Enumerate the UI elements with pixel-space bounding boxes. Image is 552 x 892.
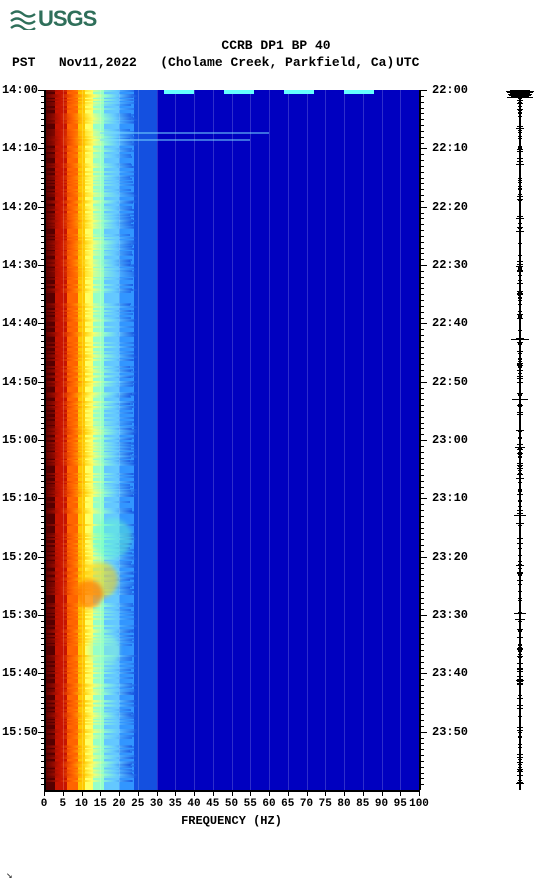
x-tick-label: 85 <box>356 798 369 810</box>
y-right-tick-label: 23:50 <box>432 725 468 739</box>
tz-right-label: UTC <box>396 55 419 70</box>
x-tick-label: 30 <box>150 798 163 810</box>
x-tick-label: 75 <box>319 798 332 810</box>
y-right-tick-label: 22:50 <box>432 375 468 389</box>
x-tick-label: 100 <box>409 798 429 810</box>
y-left-tick-label: 15:10 <box>2 491 38 505</box>
x-tick-label: 0 <box>41 798 48 810</box>
spectrogram-plot <box>44 90 419 790</box>
y-left-tick-label: 15:40 <box>2 666 38 680</box>
y-right-tick-label: 22:20 <box>432 200 468 214</box>
x-tick-label: 45 <box>206 798 219 810</box>
x-tick-label: 60 <box>262 798 275 810</box>
x-tick-label: 65 <box>281 798 294 810</box>
y-right-tick-label: 23:00 <box>432 433 468 447</box>
y-left-tick-label: 14:20 <box>2 200 38 214</box>
x-tick-label: 95 <box>394 798 407 810</box>
tz-left-label: PST <box>12 55 35 70</box>
y-left-tick-label: 14:10 <box>2 141 38 155</box>
x-tick-label: 20 <box>112 798 125 810</box>
page-root: USGS CCRB DP1 BP 40 PST Nov11,2022 (Chol… <box>0 0 552 892</box>
y-left-tick-label: 15:50 <box>2 725 38 739</box>
x-tick-label: 70 <box>300 798 313 810</box>
usgs-logo-text: USGS <box>38 6 96 32</box>
x-tick-label: 50 <box>225 798 238 810</box>
x-tick-label: 80 <box>337 798 350 810</box>
y-left-tick-label: 15:00 <box>2 433 38 447</box>
y-left-tick-label: 15:30 <box>2 608 38 622</box>
seismogram-trace <box>505 90 535 790</box>
y-left-tick-label: 15:20 <box>2 550 38 564</box>
y-left-tick-label: 14:40 <box>2 316 38 330</box>
chart-subtitle: PST Nov11,2022 (Cholame Creek, Parkfield… <box>12 55 394 70</box>
y-right-tick-label: 23:10 <box>432 491 468 505</box>
y-right-tick-label: 22:00 <box>432 83 468 97</box>
y-right-tick-label: 23:20 <box>432 550 468 564</box>
y-right-tick-label: 22:10 <box>432 141 468 155</box>
x-tick-label: 55 <box>244 798 257 810</box>
y-right-tick-label: 23:30 <box>432 608 468 622</box>
x-tick-label: 5 <box>59 798 66 810</box>
anchor-icon: ↘ <box>6 868 13 882</box>
y-left-tick-label: 14:50 <box>2 375 38 389</box>
x-tick-label: 25 <box>131 798 144 810</box>
usgs-logo: USGS <box>10 6 96 32</box>
x-tick-label: 40 <box>187 798 200 810</box>
x-tick-label: 90 <box>375 798 388 810</box>
y-axis-left <box>44 90 46 790</box>
x-tick-label: 35 <box>169 798 182 810</box>
chart-title: CCRB DP1 BP 40 <box>0 38 552 53</box>
y-right-tick-label: 22:30 <box>432 258 468 272</box>
x-axis-label: FREQUENCY (HZ) <box>44 814 419 828</box>
date-label: Nov11,2022 <box>59 55 137 70</box>
x-tick-label: 10 <box>75 798 88 810</box>
usgs-wave-icon <box>10 8 36 30</box>
y-left-tick-label: 14:30 <box>2 258 38 272</box>
y-right-tick-label: 23:40 <box>432 666 468 680</box>
y-left-tick-label: 14:00 <box>2 83 38 97</box>
x-tick-label: 15 <box>94 798 107 810</box>
y-right-tick-label: 22:40 <box>432 316 468 330</box>
location-label: (Cholame Creek, Parkfield, Ca) <box>160 55 394 70</box>
